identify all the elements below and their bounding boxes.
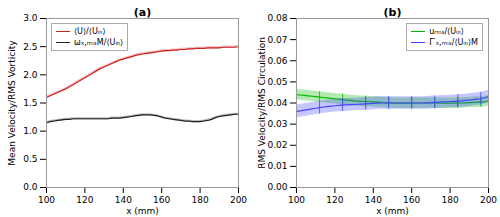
- svg-text:0.08: 0.08: [267, 13, 287, 23]
- svg-text:0.0: 0.0: [23, 182, 38, 192]
- svg-text:2.5: 2.5: [23, 42, 37, 52]
- svg-text:180: 180: [442, 195, 459, 205]
- svg-text:100: 100: [288, 195, 305, 205]
- html-text:ωₓ,ᵣₘₛM/⟨Uᵢₙ⟩: ωₓ,ᵣₘₛM/⟨Uᵢₙ⟩: [74, 38, 124, 47]
- svg-text:140: 140: [365, 195, 382, 205]
- svg-text:0.01: 0.01: [267, 161, 287, 171]
- svg-text:(b): (b): [384, 6, 402, 19]
- svg-text:0.07: 0.07: [267, 35, 287, 45]
- html-text:⟨U⟩/⟨Uᵢₙ⟩: ⟨U⟩/⟨Uᵢₙ⟩: [74, 27, 106, 36]
- html-text:Γ′ₓ,ᵣₘₛ/⟨Uᵢₙ⟩M: Γ′ₓ,ᵣₘₛ/⟨Uᵢₙ⟩M: [429, 38, 478, 47]
- svg-text:x (mm): x (mm): [126, 206, 159, 216]
- svg-text:200: 200: [230, 195, 247, 205]
- svg-text:140: 140: [115, 195, 132, 205]
- svg-text:200: 200: [480, 195, 497, 205]
- svg-text:1.0: 1.0: [23, 126, 38, 136]
- svg-text:x (mm): x (mm): [376, 206, 409, 216]
- svg-text:160: 160: [153, 195, 170, 205]
- svg-text:0.06: 0.06: [267, 56, 287, 66]
- svg-text:120: 120: [326, 195, 343, 205]
- svg-text:RMS Velocity/RMS Circulation: RMS Velocity/RMS Circulation: [257, 37, 267, 169]
- svg-text:3.0: 3.0: [23, 13, 38, 23]
- svg-text:0.00: 0.00: [267, 182, 287, 192]
- svg-text:2.0: 2.0: [23, 70, 38, 80]
- svg-text:180: 180: [192, 195, 209, 205]
- svg-text:100: 100: [38, 195, 55, 205]
- svg-text:120: 120: [76, 195, 93, 205]
- svg-text:0.03: 0.03: [267, 119, 287, 129]
- svg-text:160: 160: [403, 195, 420, 205]
- svg-text:0.04: 0.04: [267, 98, 287, 108]
- svg-text:(a): (a): [134, 6, 151, 19]
- svg-text:0.5: 0.5: [23, 154, 37, 164]
- html-text:uᵣₘₛ/⟨Uᵢₙ⟩: uᵣₘₛ/⟨Uᵢₙ⟩: [429, 27, 464, 36]
- svg-text:0.05: 0.05: [267, 77, 287, 87]
- svg-text:1.5: 1.5: [23, 98, 37, 108]
- svg-text:Mean Velocity/RMS Vorticity: Mean Velocity/RMS Vorticity: [7, 40, 17, 166]
- svg-text:0.02: 0.02: [267, 140, 287, 150]
